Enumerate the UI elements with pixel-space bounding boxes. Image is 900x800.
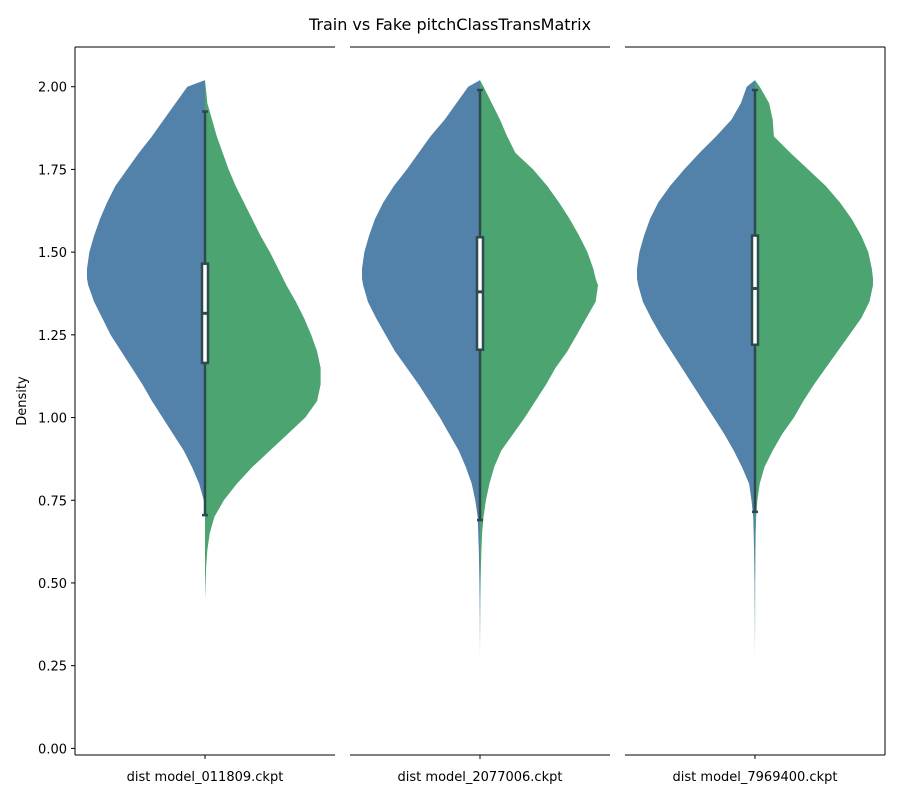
violin-right-half [205, 80, 321, 600]
panel-1: 0.00 0.25 0.50 0.75 1.00 1.25 1.50 1.75 2.00 Dens… [15, 46, 335, 785]
y-tick-label: 0.25 [38, 660, 67, 675]
panels: 0.00 0.25 0.50 0.75 1.00 1.25 1.50 1.75 2.00 Dens… [15, 46, 886, 785]
y-axis-label: Density [15, 376, 30, 426]
violin-left-half [637, 80, 755, 660]
y-tick-label: 1.50 [38, 246, 67, 261]
y-tick-label: 1.25 [38, 329, 67, 344]
y-tick-label: 2.00 [38, 81, 67, 96]
violin-left-half [362, 80, 480, 660]
violin-right-half [755, 80, 873, 650]
figure-title: Train vs Fake pitchClassTransMatrix [308, 15, 591, 34]
y-tick-label: 0.75 [38, 494, 67, 509]
y-tick-label: 1.75 [38, 163, 67, 178]
y-tick-label: 0.50 [38, 577, 67, 592]
x-category-label: dist model_011809.ckpt [127, 770, 284, 785]
violin-right-half [480, 80, 598, 650]
x-category-label: dist model_7969400.ckpt [673, 770, 838, 785]
panel-2: dist model_2077006.ckpt [350, 46, 610, 785]
x-category-label: dist model_2077006.ckpt [398, 770, 563, 785]
box-iqr [475, 235, 485, 351]
y-tick-label: 1.00 [38, 412, 67, 427]
panel-3: dist model_7969400.ckpt [625, 46, 886, 785]
box-iqr [750, 234, 760, 347]
y-tick-label: 0.00 [38, 742, 67, 757]
violin-left-half [87, 80, 205, 517]
